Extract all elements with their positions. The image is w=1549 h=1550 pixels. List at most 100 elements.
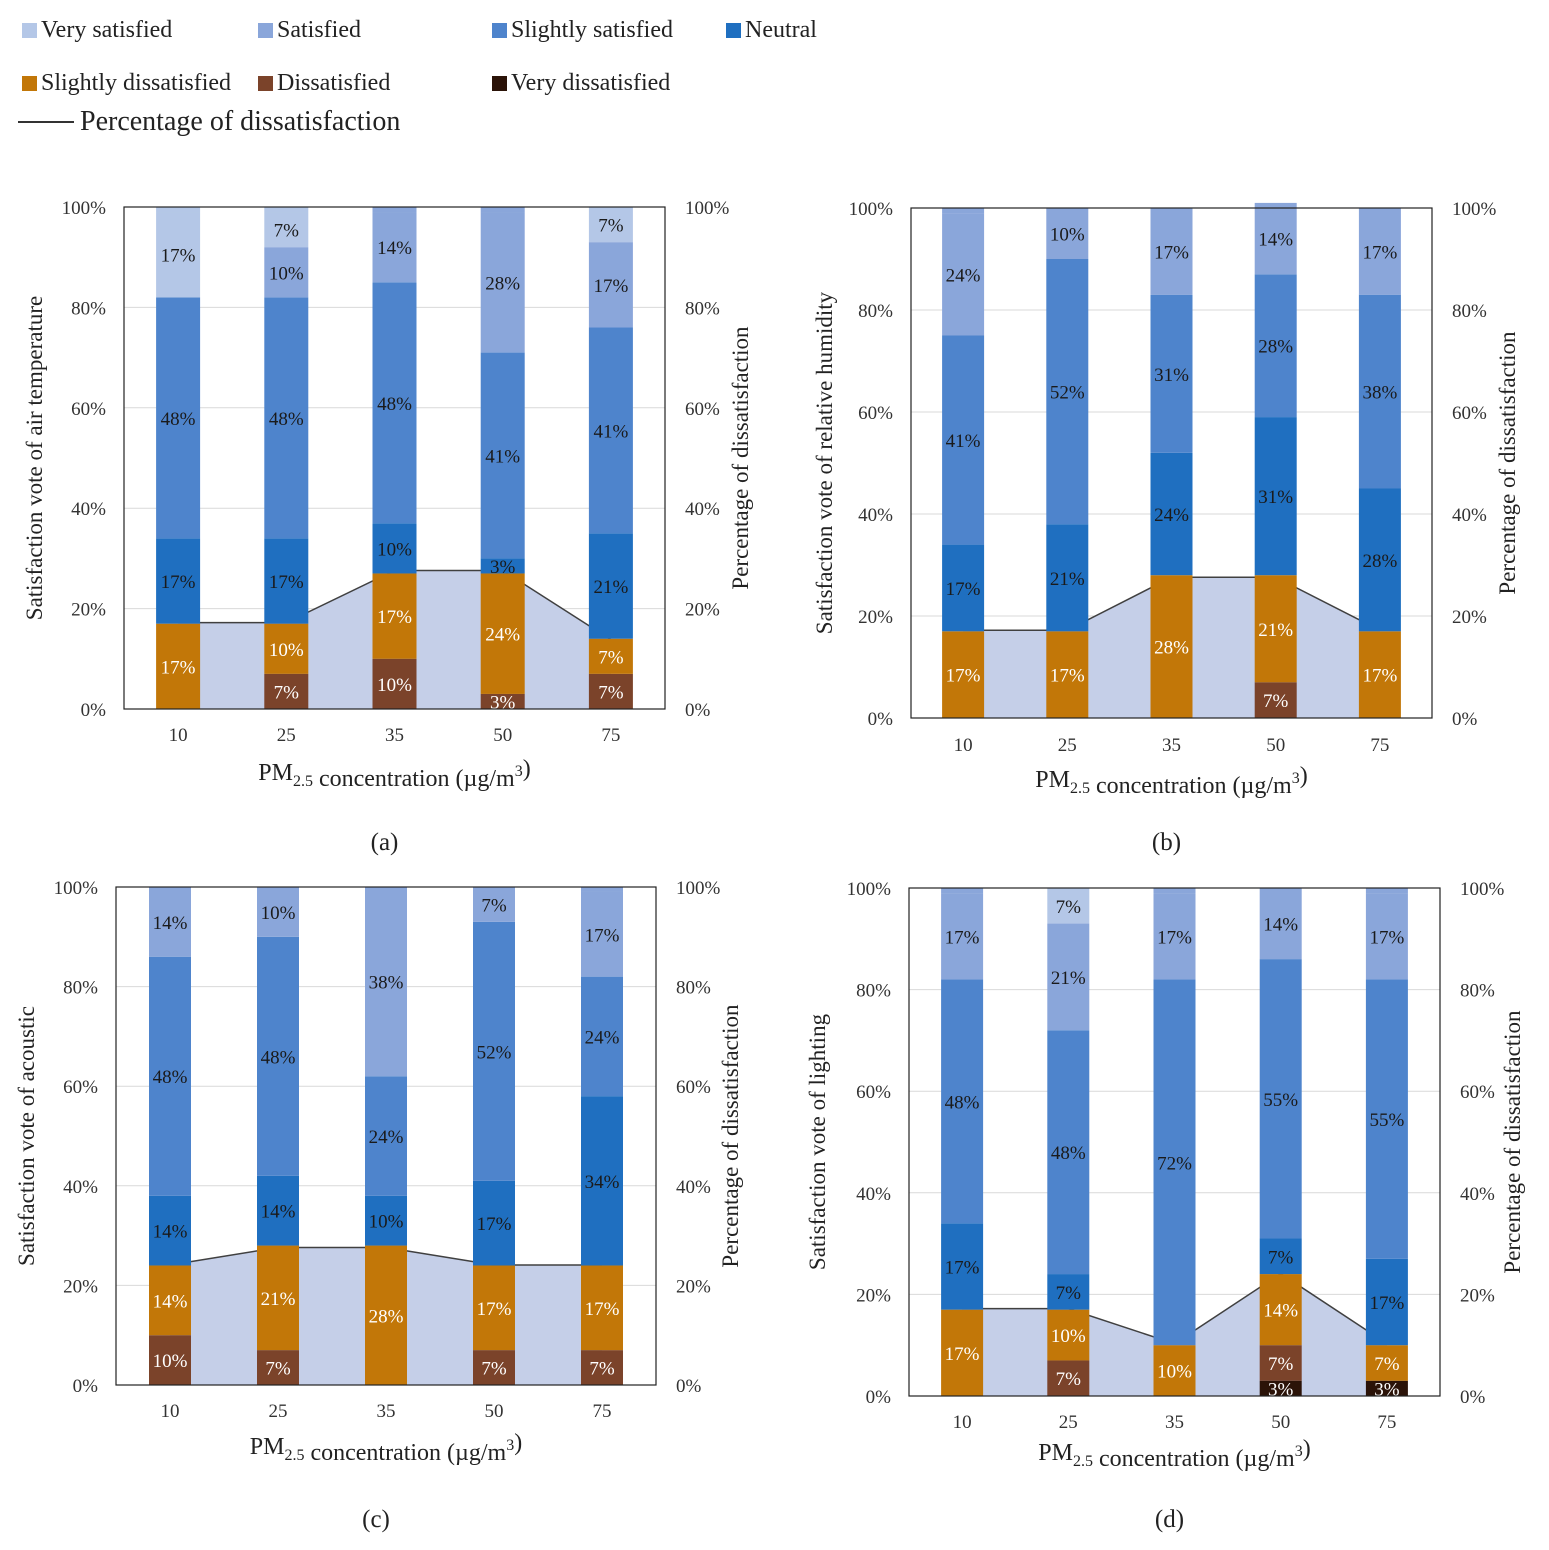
bar-label: 10% — [261, 903, 296, 924]
chart-panel-4: 17% 17% 48% 17% 7% 10% 7% 48% 21% 7% 10% 72% 17% 3% 7%… — [805, 879, 1525, 1533]
y-tick-label: 60% — [71, 399, 106, 420]
bar-label: 41% — [593, 421, 628, 442]
y2-axis-label: Percentage of dissatisfaction — [728, 326, 753, 590]
bar-segment — [264, 207, 309, 213]
bar-label: 31% — [1258, 487, 1293, 508]
bar-label: 38% — [1362, 383, 1397, 404]
bar-label: 31% — [1154, 365, 1189, 386]
y2-tick-label: 0% — [685, 700, 711, 721]
bar-segment — [941, 888, 984, 894]
bar-label: 34% — [585, 1172, 620, 1193]
bar-label: 21% — [1258, 620, 1293, 641]
bar-label: 24% — [946, 265, 981, 286]
bar-label: 17% — [377, 607, 412, 628]
bar-label: 17% — [477, 1299, 512, 1320]
bar-segment — [264, 673, 309, 709]
legend-item-slightly-satisfied: Slightly satisfied — [492, 17, 673, 44]
bar-segment — [1365, 979, 1408, 1259]
bar-label: 10% — [153, 1351, 188, 1372]
bar-label: 14% — [153, 1222, 188, 1243]
x-axis-label-part: ) — [1303, 1436, 1311, 1462]
bar-label: 14% — [1263, 915, 1298, 936]
x-axis-label-part: ) — [523, 756, 531, 782]
bar-segment — [1259, 959, 1302, 1239]
legend-item-neutral: Neutral — [726, 17, 817, 44]
y-tick-label: 0% — [73, 1376, 99, 1397]
bar-segment — [1047, 1030, 1090, 1275]
bar-label: 17% — [1157, 927, 1192, 948]
bar-label: 10% — [1050, 225, 1085, 246]
y2-tick-label: 0% — [676, 1376, 702, 1397]
x-axis-label-part: ) — [514, 1430, 522, 1456]
y2-tick-label: 20% — [1460, 1285, 1495, 1306]
bar-segment — [581, 891, 623, 977]
plot-border — [908, 887, 1441, 1397]
bar-label: 7% — [1268, 1354, 1294, 1375]
x-axis-label: PM2.5 concentration (µg/m3) — [250, 1430, 522, 1466]
x-tick-label: 25 — [277, 725, 296, 746]
bar-segment — [1153, 888, 1196, 894]
y2-tick-label: 40% — [685, 499, 720, 520]
bar-label: 3% — [490, 557, 516, 578]
bar-segment — [1150, 452, 1193, 576]
x-tick-label: 75 — [601, 725, 620, 746]
legend-item-very-dissatisfied: Very dissatisfied — [492, 70, 670, 97]
y2-tick-label: 80% — [1460, 981, 1495, 1002]
y2-tick-label: 40% — [676, 1177, 711, 1198]
bar-segment — [156, 207, 201, 213]
bar-label: 24% — [1154, 505, 1189, 526]
x-tick-label: 25 — [1058, 735, 1077, 756]
legend-item-satisfied: Satisfied — [258, 17, 361, 44]
bar-segment — [1358, 294, 1401, 489]
bar-segment — [1047, 1274, 1090, 1310]
y-axis-label: Satisfaction vote of acoustic — [14, 1006, 39, 1266]
bar-label: 14% — [1263, 1301, 1298, 1322]
bar-segment — [581, 1350, 623, 1385]
bar-label: 14% — [153, 913, 188, 934]
bar-label: 21% — [1051, 968, 1086, 989]
bar-segment — [372, 282, 417, 524]
bar-label: 7% — [1268, 1247, 1294, 1268]
bar-label: 7% — [481, 1359, 507, 1380]
bar-label: 7% — [1056, 897, 1082, 918]
bar-label: 7% — [1056, 1369, 1082, 1390]
bar-segment — [257, 887, 299, 937]
bar-segment — [372, 207, 417, 213]
bar-segment — [1047, 1360, 1090, 1396]
bar-segment — [1358, 208, 1401, 295]
y-tick-label: 100% — [847, 879, 892, 900]
y-tick-label: 0% — [868, 709, 894, 730]
bar-label: 3% — [490, 692, 516, 713]
y2-tick-label: 20% — [676, 1276, 711, 1297]
bar-segment — [365, 887, 407, 1077]
bar-label: 48% — [1051, 1143, 1086, 1164]
bar-label: 48% — [377, 394, 412, 415]
x-axis-label-part: PM — [250, 1434, 285, 1460]
chart-panel-3: 10%14%14%48%14%7%21%14%48%10%28%10%24%38… — [14, 878, 743, 1533]
bar-segment — [149, 956, 191, 1196]
x-axis-label-part: concentration (µg/m — [1090, 773, 1292, 799]
chart-panel-1: 17% 17% 48% 17% 7% 10% 17% 48% 10% 7% 10% 17% 10% 48%… — [22, 198, 753, 856]
bar-label: 52% — [477, 1042, 512, 1063]
y-tick-label: 20% — [858, 607, 893, 628]
bar-segment — [1358, 631, 1401, 718]
bar-label: 48% — [945, 1092, 980, 1113]
x-tick-label: 50 — [1271, 1412, 1290, 1433]
bar-label: 24% — [369, 1127, 404, 1148]
bar-label: 7% — [481, 895, 507, 916]
bar-segment — [156, 212, 201, 298]
x-tick-label: 50 — [485, 1401, 504, 1422]
bar-label: 17% — [477, 1214, 512, 1235]
bar-segment — [1259, 1238, 1302, 1275]
bar-segment — [942, 208, 985, 214]
x-axis-label: PM2.5 concentration (µg/m3) — [1038, 1436, 1310, 1472]
legend-label-dissatisfied: Dissatisfied — [277, 70, 391, 96]
bar-label: 48% — [153, 1067, 188, 1088]
x-axis-label-part: 3 — [515, 763, 523, 780]
legend-item-dissatisfied: Dissatisfied — [258, 70, 390, 97]
y-tick-label: 60% — [858, 403, 893, 424]
x-axis-label-part: ) — [1300, 763, 1308, 789]
y-tick-label: 60% — [856, 1082, 891, 1103]
bar-segment — [1046, 524, 1089, 632]
y-tick-label: 100% — [62, 198, 107, 219]
